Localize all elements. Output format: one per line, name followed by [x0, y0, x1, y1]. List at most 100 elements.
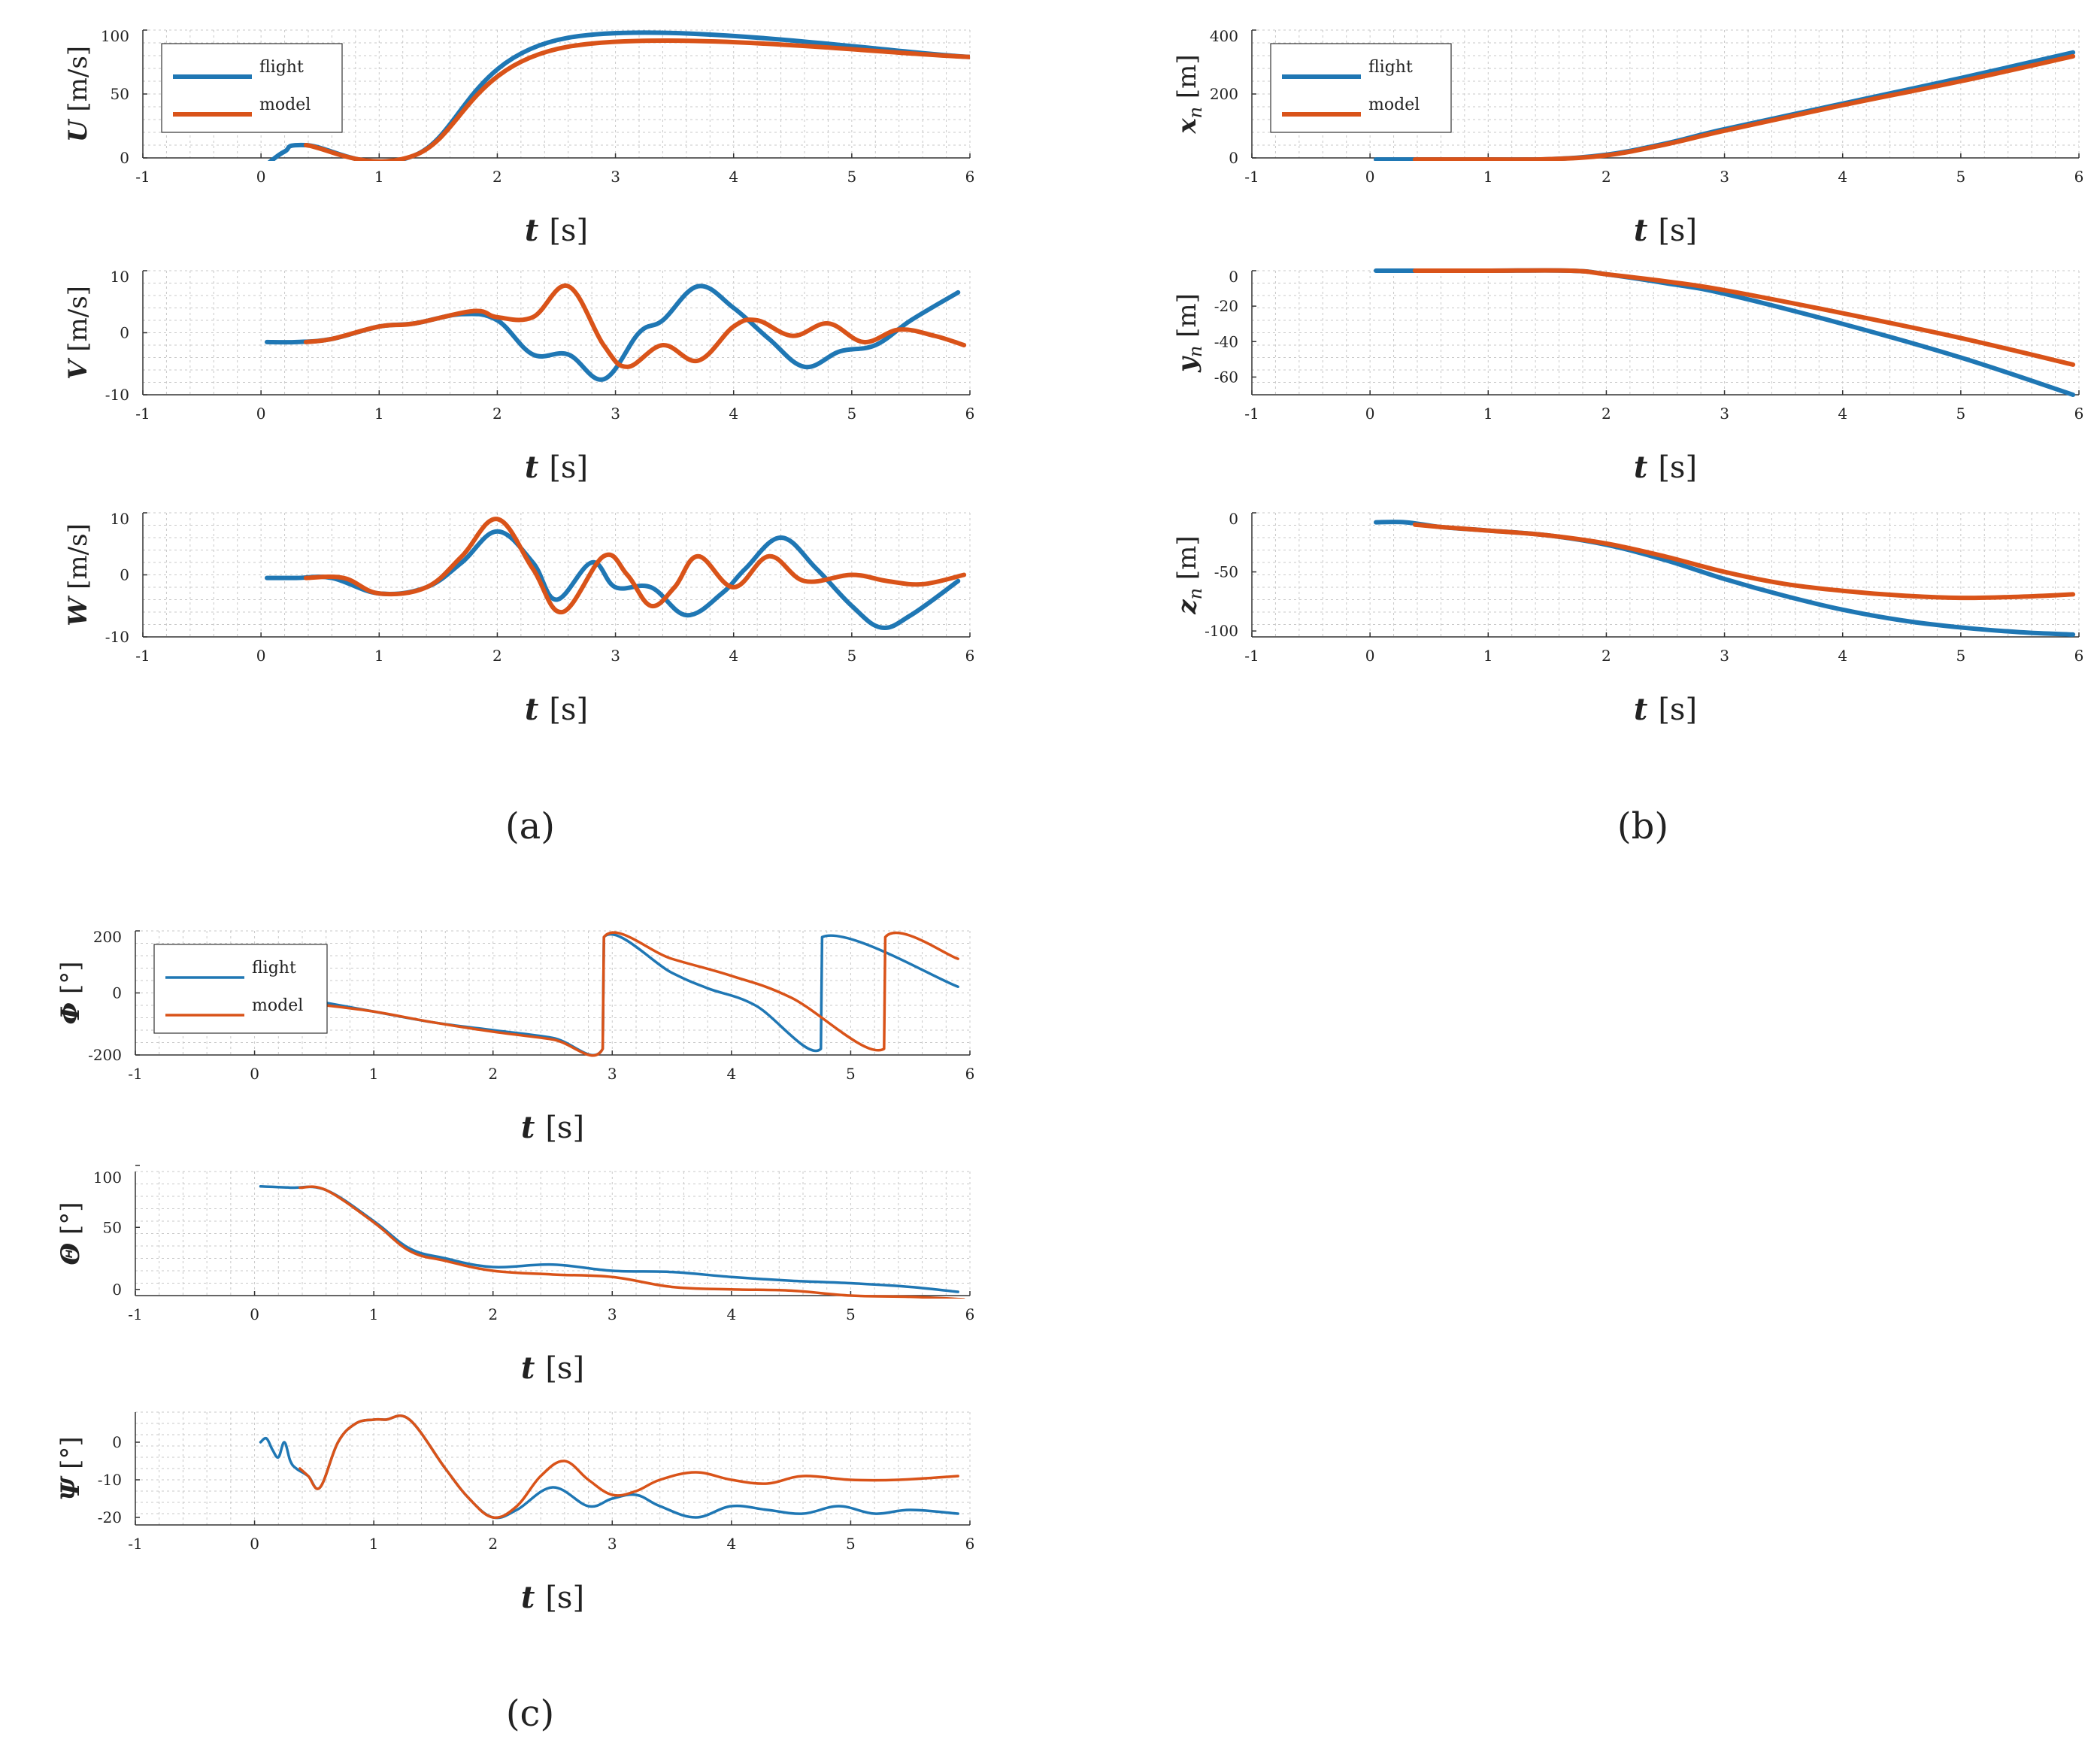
- x-tick-label: 1: [369, 1305, 379, 1323]
- y-tick-label: 400: [1210, 27, 1238, 45]
- legend-label-model: model: [252, 996, 303, 1015]
- series-line-model: [298, 1414, 959, 1520]
- series-line-model: [303, 517, 967, 615]
- y-tick-label: -50: [1214, 563, 1238, 581]
- x-tick-label: 4: [729, 168, 738, 186]
- panel-label-a: (a): [505, 805, 555, 847]
- x-tick-label: 0: [1365, 647, 1375, 665]
- y-tick-label: 0: [112, 1433, 122, 1451]
- x-tick-label: -1: [128, 1305, 142, 1323]
- x-tick-label: 2: [1602, 168, 1611, 186]
- x-tick-label: 4: [1838, 647, 1847, 665]
- y-tick-label: -100: [1205, 622, 1238, 640]
- legend-label-model: model: [1368, 95, 1420, 114]
- x-tick-label: 1: [374, 647, 384, 665]
- x-tick-label: -1: [135, 647, 150, 665]
- x-tick-label: 5: [847, 168, 856, 186]
- x-tick-label: 1: [369, 1065, 379, 1083]
- series-line-flight: [1374, 520, 2076, 637]
- x-tick-label: 6: [2074, 405, 2084, 423]
- y-tick-label: 200: [1210, 85, 1238, 103]
- y-tick-label: -200: [88, 1046, 122, 1064]
- x-tick-label: 3: [608, 1305, 617, 1323]
- x-tick-label: 1: [1483, 405, 1493, 423]
- x-tick-label: 3: [611, 405, 620, 423]
- y-tick-label: -10: [105, 386, 129, 404]
- panel-label-b: (b): [1617, 805, 1668, 847]
- x-axis-label: t [s]: [521, 1110, 584, 1145]
- series-line-model: [324, 931, 959, 1057]
- y-tick-label: 50: [111, 85, 129, 103]
- y-tick-label: 10: [111, 510, 129, 528]
- y-tick-label: 200: [93, 928, 122, 946]
- chart-b1: -1 0 1 2 3 4 5 6 0 200 400 t [s] xn [m] flight model: [1172, 27, 2083, 248]
- y-axis-label: Ψ [°]: [56, 1436, 86, 1500]
- x-tick-label: 0: [256, 647, 266, 665]
- x-tick-label: 4: [726, 1535, 736, 1553]
- x-tick-label: 4: [726, 1065, 736, 1083]
- legend: flight model: [153, 944, 328, 1034]
- y-tick-label: 100: [93, 1169, 122, 1187]
- legend-box: [153, 944, 328, 1034]
- x-tick-label: 4: [726, 1305, 736, 1323]
- legend: flight model: [1270, 43, 1452, 133]
- x-tick-label: 1: [369, 1535, 379, 1553]
- chart-c2: -1 0 1 2 3 4 5 6 0 50 100 t [s] Θ [°]: [56, 1165, 975, 1386]
- y-axis-label: xn [m]: [1172, 54, 1206, 134]
- x-tick-label: 4: [729, 405, 738, 423]
- series-line-model: [1412, 53, 2076, 161]
- x-tick-label: -1: [1244, 168, 1259, 186]
- x-tick-label: 2: [492, 647, 502, 665]
- x-tick-label: 3: [1720, 168, 1729, 186]
- x-tick-label: 2: [488, 1065, 498, 1083]
- x-tick-label: -1: [128, 1535, 142, 1553]
- series-line-model: [1412, 522, 2076, 601]
- x-tick-label: -1: [135, 405, 150, 423]
- chart-b3: -1 0 1 2 3 4 5 6 -100 -50 0 t [s] zn [m]: [1172, 510, 2083, 727]
- y-tick-label: -10: [105, 628, 129, 646]
- y-tick-label: 0: [112, 984, 122, 1002]
- y-tick-label: -10: [98, 1471, 122, 1489]
- x-tick-label: 6: [965, 168, 975, 186]
- x-tick-label: 3: [608, 1065, 617, 1083]
- x-tick-label: 6: [965, 1305, 975, 1323]
- y-tick-label: 50: [103, 1218, 122, 1236]
- x-tick-label: 6: [2074, 168, 2084, 186]
- x-tick-label: 5: [1956, 647, 1965, 665]
- x-tick-label: 3: [1720, 405, 1729, 423]
- x-axis-label: t [s]: [1634, 450, 1697, 485]
- x-tick-label: 5: [846, 1535, 856, 1553]
- x-tick-label: -1: [1244, 647, 1259, 665]
- y-axis-label: Θ [°]: [56, 1202, 86, 1266]
- legend-box: [1270, 43, 1452, 133]
- x-axis-label: t [s]: [1634, 692, 1697, 727]
- y-tick-label: 10: [111, 268, 129, 286]
- chart-b2: -1 0 1 2 3 4 5 6 -60 -40 -20 0 t [s] yn [m]: [1172, 268, 2083, 485]
- x-tick-label: 2: [488, 1535, 498, 1553]
- x-tick-label: 5: [1956, 405, 1965, 423]
- x-tick-label: 1: [374, 405, 384, 423]
- x-tick-label: 2: [1602, 405, 1611, 423]
- x-tick-label: 0: [1365, 168, 1375, 186]
- series-line-model: [303, 38, 970, 161]
- x-tick-label: -1: [135, 168, 150, 186]
- y-tick-label: 0: [120, 566, 129, 584]
- y-tick-label: -20: [1214, 297, 1238, 315]
- x-tick-label: 5: [846, 1305, 856, 1323]
- x-tick-label: 6: [2074, 647, 2084, 665]
- x-tick-label: -1: [1244, 405, 1259, 423]
- x-tick-label: 0: [250, 1305, 259, 1323]
- y-axis-label: V [m/s]: [63, 286, 93, 380]
- x-tick-label: 3: [611, 168, 620, 186]
- x-tick-label: 5: [1956, 168, 1965, 186]
- x-tick-label: 6: [965, 1535, 975, 1553]
- series-line-model: [1412, 268, 2076, 367]
- x-tick-label: 6: [965, 647, 975, 665]
- x-axis-label: t [s]: [521, 1580, 584, 1615]
- y-tick-label: 0: [1229, 149, 1238, 167]
- series-line-model: [298, 1185, 965, 1299]
- x-tick-label: 3: [608, 1535, 617, 1553]
